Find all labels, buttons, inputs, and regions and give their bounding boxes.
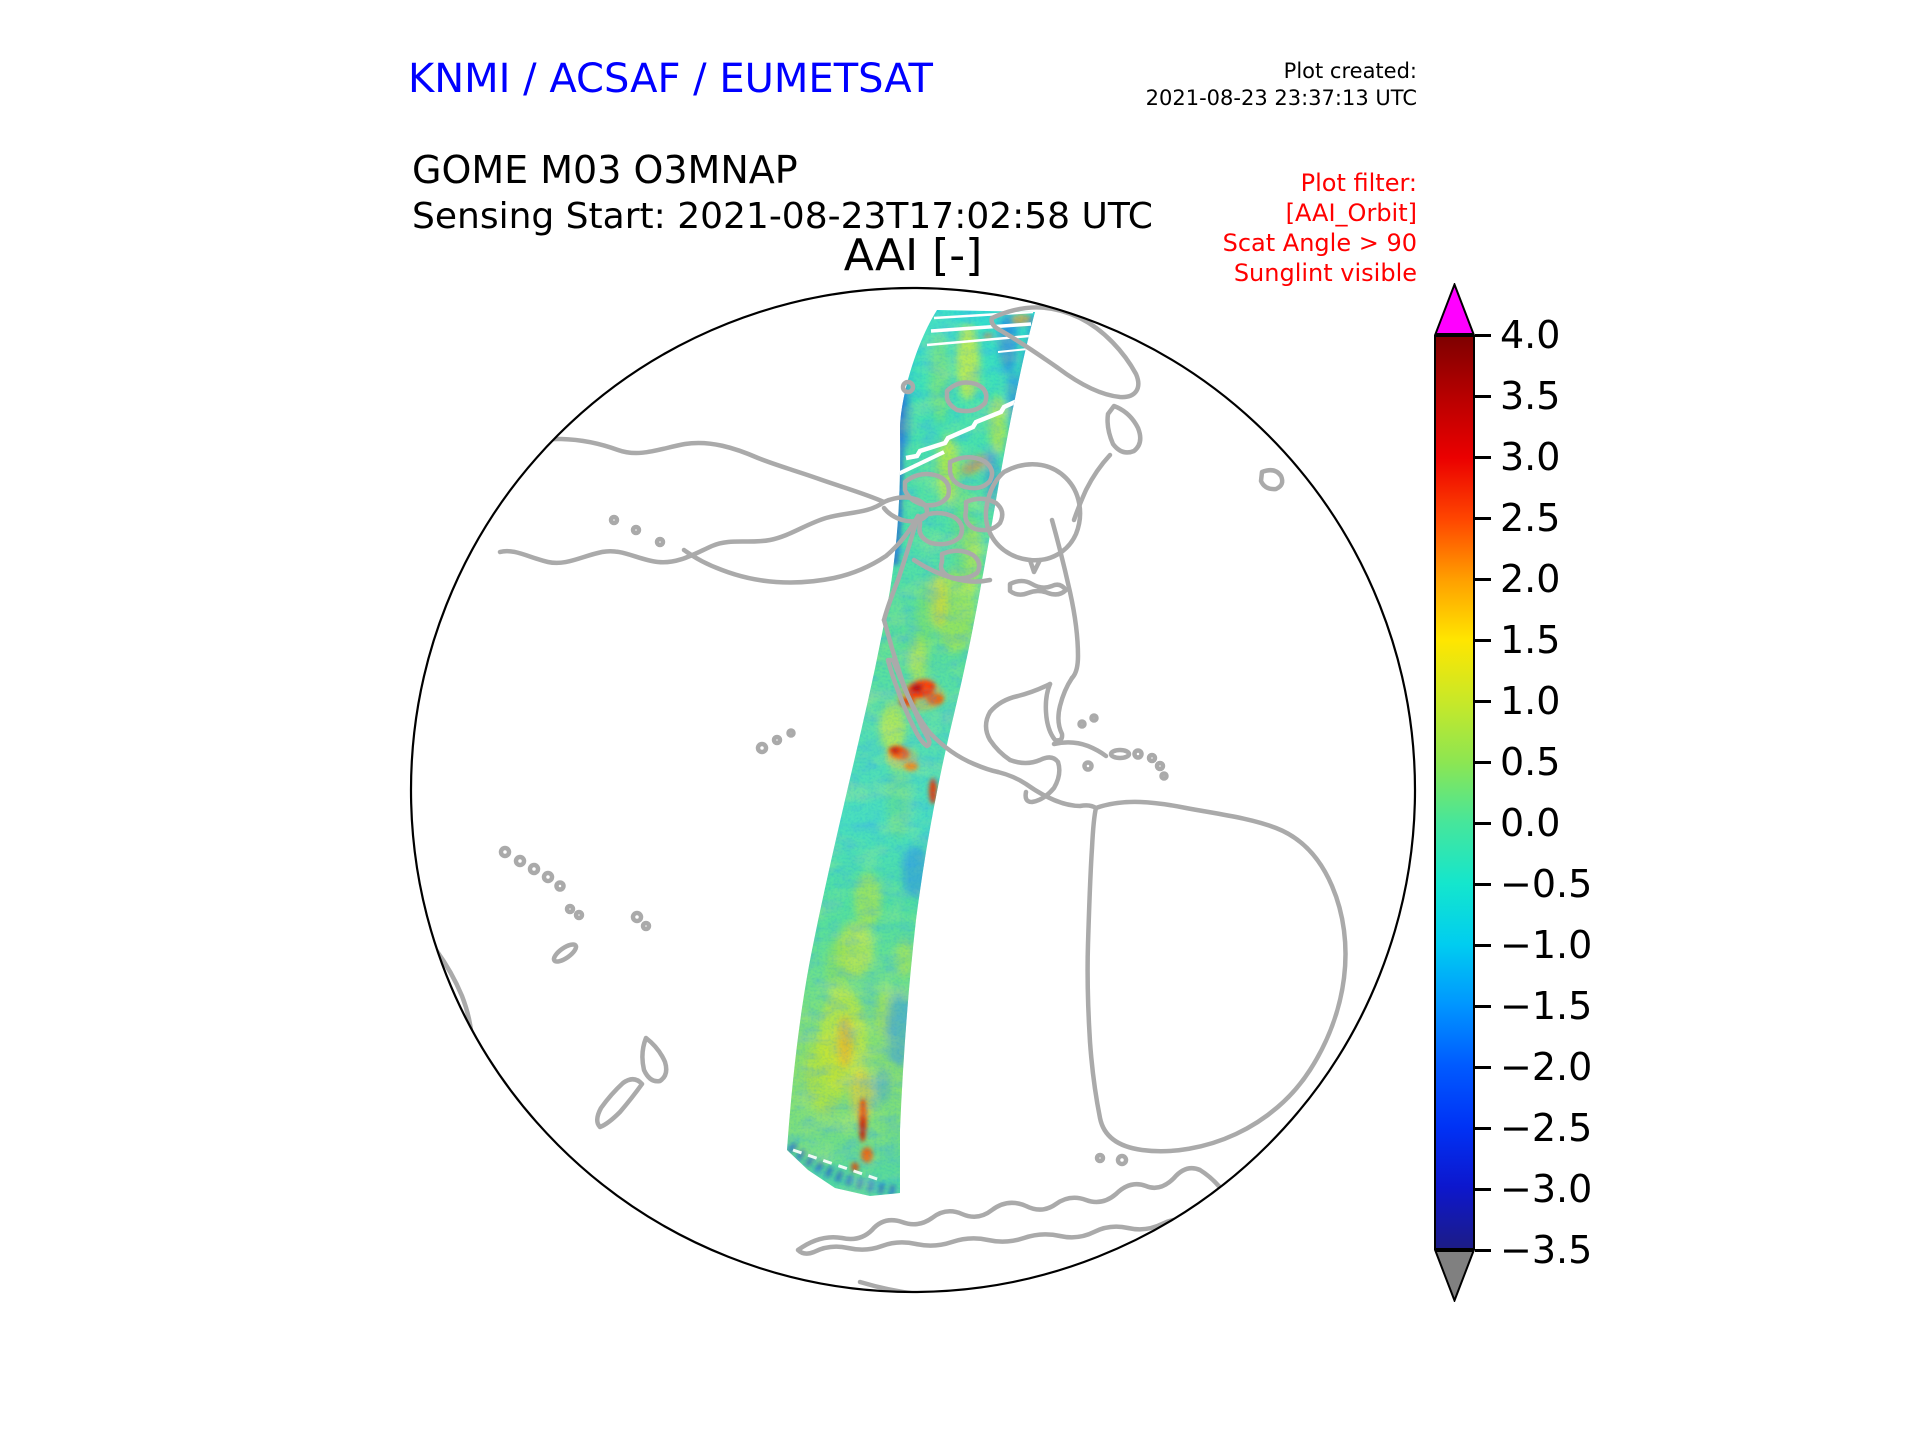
- filter-note-line: [AAI_Orbit]: [1285, 199, 1417, 227]
- colorbar-tick-label: 1.0: [1500, 679, 1561, 723]
- colorbar-over-arrow: [1434, 283, 1475, 335]
- colorbar-tick: [1475, 699, 1491, 703]
- colorbar-tick-label: −0.5: [1500, 862, 1593, 906]
- plot-created-label: Plot created:: [1283, 59, 1417, 83]
- colorbar-tick-label: 1.5: [1500, 618, 1561, 662]
- colorbar-tick: [1475, 882, 1491, 886]
- globe-outline: [409, 286, 1417, 1294]
- colorbar-tick-label: 0.0: [1500, 801, 1561, 845]
- product-name: GOME M03 O3MNAP: [412, 148, 798, 192]
- colorbar-tick-label: −1.0: [1500, 923, 1593, 967]
- colorbar-tick: [1475, 333, 1491, 337]
- colorbar-tick: [1475, 455, 1491, 459]
- colorbar-tick: [1475, 516, 1491, 520]
- colorbar-gradient: [1434, 335, 1475, 1250]
- colorbar-tick-label: −3.5: [1500, 1228, 1593, 1272]
- plot-created-timestamp: 2021-08-23 23:37:13 UTC: [1145, 86, 1417, 110]
- colorbar: 4.0 3.5 3.0 2.5 2.0 1.5 1.0 0.5 0.0 −0.5 −1.0 −1.5 −…: [1434, 283, 1754, 1323]
- colorbar-tick: [1475, 394, 1491, 398]
- colorbar-tick-label: 4.0: [1500, 313, 1561, 357]
- plot-created-block: Plot created: 2021-08-23 23:37:13 UTC: [1146, 58, 1417, 112]
- colorbar-under-arrow: [1434, 1250, 1475, 1302]
- colorbar-tick: [1475, 577, 1491, 581]
- colorbar-tick-label: 3.0: [1500, 435, 1561, 479]
- plot-filter-note: Plot filter: [AAI_Orbit] Scat Angle > 90…: [1223, 168, 1417, 288]
- coastlines: [433, 305, 1348, 1292]
- filter-note-line: Sunglint visible: [1233, 259, 1417, 287]
- map-title: AAI [-]: [843, 230, 983, 281]
- sensing-start: Sensing Start: 2021-08-23T17:02:58 UTC: [412, 196, 1153, 237]
- colorbar-tick-label: −2.5: [1500, 1106, 1593, 1150]
- brand-title: KNMI / ACSAF / EUMETSAT: [408, 56, 933, 102]
- colorbar-tick: [1475, 1004, 1491, 1008]
- colorbar-tick-label: 2.5: [1500, 496, 1561, 540]
- colorbar-tick: [1475, 1248, 1491, 1252]
- filter-note-line: Scat Angle > 90: [1222, 229, 1417, 257]
- colorbar-tick: [1475, 638, 1491, 642]
- colorbar-tick-label: −1.5: [1500, 984, 1593, 1028]
- colorbar-tick: [1475, 1065, 1491, 1069]
- colorbar-tick-label: 0.5: [1500, 740, 1561, 784]
- colorbar-tick: [1475, 821, 1491, 825]
- filter-note-line: Plot filter:: [1300, 169, 1417, 197]
- colorbar-tick: [1475, 1187, 1491, 1191]
- colorbar-tick: [1475, 760, 1491, 764]
- colorbar-tick-label: −2.0: [1500, 1045, 1593, 1089]
- colorbar-tick: [1475, 1126, 1491, 1130]
- colorbar-tick: [1475, 943, 1491, 947]
- colorbar-tick-label: −3.0: [1500, 1167, 1593, 1211]
- colorbar-tick-label: 2.0: [1500, 557, 1561, 601]
- colorbar-tick-label: 3.5: [1500, 374, 1561, 418]
